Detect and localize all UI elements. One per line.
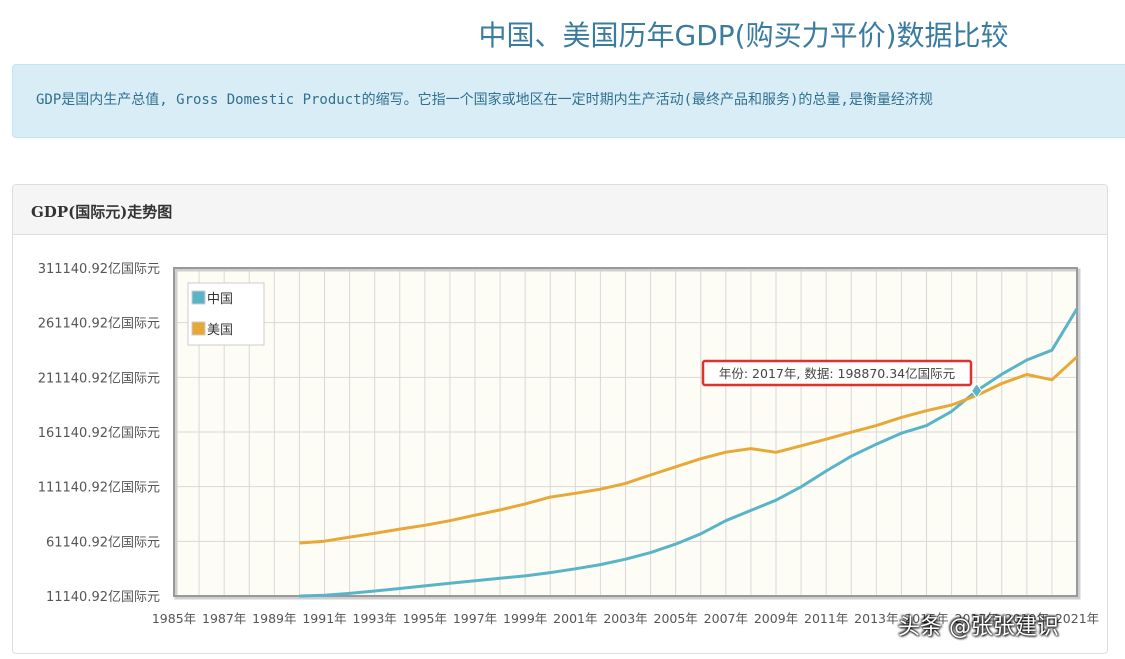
x-tick-label: 2011年 <box>804 611 848 626</box>
x-tick-label: 1997年 <box>453 611 497 626</box>
y-tick-label: 111140.92亿国际元 <box>38 481 160 496</box>
x-tick-label: 2021年 <box>1055 611 1099 626</box>
usa-series-line <box>299 355 1079 545</box>
x-tick-label: 2013年 <box>854 611 898 626</box>
y-tick-label: 11140.92亿国际元 <box>46 590 160 605</box>
x-tick-label: 2005年 <box>654 611 698 626</box>
x-tick-label: 2019年 <box>1005 611 1049 626</box>
x-tick-label: 1987年 <box>202 611 246 626</box>
x-tick-label: 1985年 <box>152 611 196 626</box>
legend-label: 中国 <box>207 292 233 307</box>
x-tick-label: 2007年 <box>704 611 748 626</box>
legend-swatch <box>191 321 206 336</box>
panel-heading: GDP(国际元)走势图 <box>13 185 1107 235</box>
page-title: 中国、美国历年GDP(购买力平价)数据比较 <box>478 19 1009 52</box>
highlight-point-marker <box>971 382 983 399</box>
china-series-line <box>299 307 1079 598</box>
watermark: 头条 @张张建识 <box>898 615 1059 640</box>
y-tick-label: 311140.92亿国际元 <box>38 262 160 277</box>
x-tick-label: 1989年 <box>252 611 296 626</box>
legend-swatch <box>191 290 206 305</box>
tooltip-text: 年份: 2017年, 数据: 198870.34亿国际元 <box>719 366 955 381</box>
y-tick-label: 61140.92亿国际元 <box>46 535 160 550</box>
x-tick-label: 1995年 <box>403 611 447 626</box>
x-tick-label: 1993年 <box>353 611 397 626</box>
x-tick-label: 2003年 <box>603 611 647 626</box>
panel-title: GDP(国际元)走势图 <box>31 203 173 221</box>
x-tick-label: 2009年 <box>754 611 798 626</box>
x-tick-label: 1999年 <box>503 611 547 626</box>
legend-label: 美国 <box>207 323 233 338</box>
info-box: GDP是国内生产总值, Gross Domestic Product的缩写。它指… <box>12 64 1125 138</box>
plot-border <box>173 267 1078 597</box>
x-tick-label: 2001年 <box>553 611 597 626</box>
x-tick-label: 1991年 <box>302 611 346 626</box>
y-tick-label: 161140.92亿国际元 <box>38 426 160 441</box>
tooltip-box <box>701 359 973 387</box>
y-tick-label: 261140.92亿国际元 <box>38 317 160 332</box>
info-text: GDP是国内生产总值, Gross Domestic Product的缩写。它指… <box>36 92 933 108</box>
x-tick-label: 2017年 <box>955 611 999 626</box>
plot-shadow <box>174 268 1081 600</box>
x-tick-label: 2015年 <box>904 611 948 626</box>
y-tick-label: 211140.92亿国际元 <box>38 371 160 386</box>
